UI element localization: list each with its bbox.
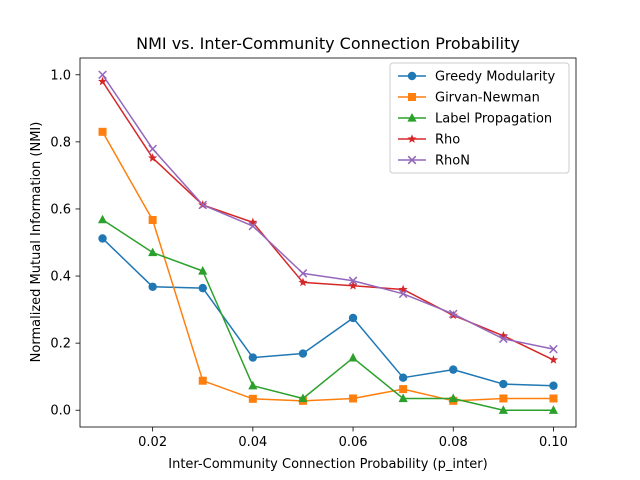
data-point (148, 282, 157, 291)
data-point (498, 330, 508, 340)
data-point (248, 221, 258, 231)
data-point (198, 266, 208, 275)
plot-frame (79, 57, 577, 428)
data-point (248, 217, 258, 227)
legend-label: Rho (435, 133, 460, 148)
data-point (549, 344, 558, 354)
data-point (348, 280, 358, 290)
data-point (398, 393, 408, 403)
y-tick-label: 0.6 (50, 202, 71, 217)
data-point (348, 313, 358, 323)
data-point (148, 153, 158, 162)
data-point (248, 380, 258, 390)
data-point (198, 200, 208, 210)
legend-item: Label Propagation (398, 112, 552, 127)
x-tick-label: 0.10 (539, 435, 568, 450)
legend-item: RhoN (398, 154, 470, 169)
data-point (98, 70, 107, 80)
data-point (448, 393, 458, 403)
y-tick-label: 1.0 (50, 68, 71, 83)
data-point (499, 334, 508, 344)
data-point (448, 309, 458, 319)
series-line (102, 219, 554, 411)
x-tick-label: 0.08 (439, 435, 468, 450)
data-point (348, 276, 358, 286)
data-point (548, 355, 559, 364)
data-point (548, 405, 559, 414)
series-line (101, 131, 554, 402)
legend-item: Girvan-Newman (398, 91, 540, 106)
data-point (398, 373, 408, 382)
x-tick-label: 0.06 (339, 435, 368, 450)
legend-marker (407, 155, 417, 165)
y-tick-label: 0.8 (50, 135, 71, 150)
legend-marker (408, 93, 416, 101)
series-line (101, 81, 554, 361)
legend-marker (407, 134, 417, 143)
data-point (449, 365, 458, 374)
x-tick-label: 0.04 (238, 435, 267, 450)
x-axis-label: Inter-Community Connection Probability (… (168, 457, 487, 472)
data-point (298, 393, 308, 403)
legend-item: Greedy Modularity (398, 70, 555, 85)
data-point (349, 394, 358, 403)
chart-title: NMI vs. Inter-Community Connection Proba… (136, 34, 520, 53)
legend-marker (407, 113, 417, 122)
data-point (398, 284, 408, 294)
data-point (148, 247, 158, 257)
y-tick-label: 0.0 (50, 404, 71, 419)
y-tick-label: 0.4 (50, 270, 71, 285)
data-point (298, 277, 308, 287)
legend-marker (407, 71, 417, 81)
data-point (499, 394, 508, 403)
series-line (102, 237, 554, 387)
data-point (399, 385, 408, 394)
data-point (198, 283, 207, 293)
legend-label: Girvan-Newman (435, 91, 540, 106)
data-point (248, 353, 258, 362)
series-greedy-modularity (98, 234, 558, 390)
data-point (549, 381, 558, 390)
data-point (97, 76, 108, 86)
data-point (198, 376, 207, 385)
series-label-propagation (97, 214, 559, 414)
data-point (398, 289, 408, 299)
series-line (101, 74, 554, 350)
legend-box (389, 62, 570, 174)
data-point (97, 214, 108, 224)
legend-label: Label Propagation (435, 112, 552, 127)
legend-label: Greedy Modularity (435, 70, 555, 85)
data-point (148, 216, 157, 225)
data-point (348, 352, 358, 362)
data-point (148, 144, 157, 154)
legend-label: RhoN (435, 154, 470, 169)
data-point (248, 394, 257, 403)
y-tick-label: 0.2 (50, 337, 71, 352)
data-point (298, 269, 308, 278)
data-point (98, 127, 107, 136)
data-point (498, 405, 508, 414)
data-point (298, 349, 308, 358)
plot-area: 0.02 0.04 0.06 0.08 0.10 0.0 0.2 0.4 0.6 0.8 1.0 (50, 57, 577, 450)
x-tick-label: 0.02 (138, 435, 167, 450)
legend-item: Rho (398, 133, 460, 148)
legend: Greedy Modularity Girvan-Newman Label Prop… (389, 62, 570, 174)
y-axis-label: Normalized Mutual Information (NMI) (29, 122, 44, 363)
series-rhon (98, 70, 558, 354)
data-point (499, 379, 508, 389)
data-point (98, 234, 107, 243)
data-point (549, 394, 558, 403)
